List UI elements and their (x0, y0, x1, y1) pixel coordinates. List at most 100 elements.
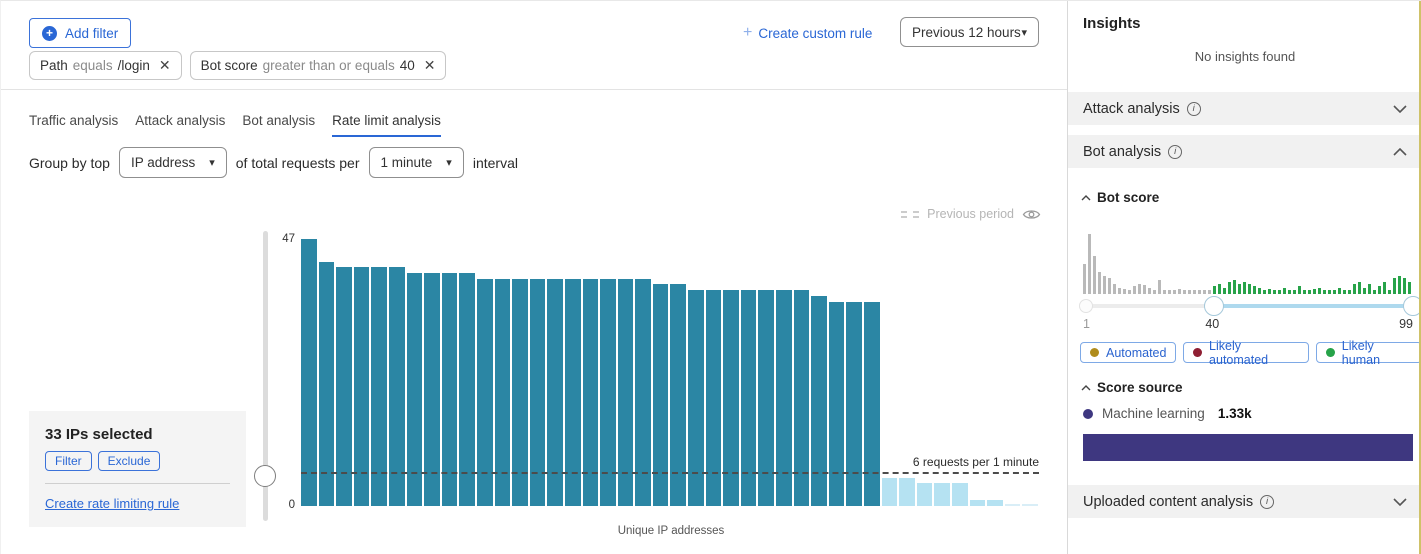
rate-limit-bar-selected[interactable] (776, 290, 792, 506)
rate-limit-bar-selected[interactable] (371, 267, 387, 506)
bot-score-hist-bar (1298, 286, 1301, 294)
rate-limit-bar-selected[interactable] (740, 290, 757, 506)
rate-limit-bar-selected[interactable] (811, 295, 827, 506)
slider-left-cap (1079, 299, 1093, 313)
tab-rate-limit-analysis[interactable]: Rate limit analysis (332, 113, 441, 137)
previous-period-legend[interactable]: Previous period (869, 207, 1041, 221)
rate-limit-bar-selected[interactable] (828, 301, 845, 506)
bot-category-badge-automated[interactable]: Automated (1080, 342, 1177, 363)
insights-title: Insights (1083, 15, 1141, 32)
create-custom-rule-label: Create custom rule (758, 25, 873, 41)
rate-limit-bar-below-threshold[interactable] (899, 477, 915, 506)
badge-label: Likely automated (1209, 338, 1269, 367)
rate-limit-bar-selected[interactable] (476, 278, 493, 506)
bot-category-badges: Automated Likely automated Likely human (1080, 339, 1421, 367)
rate-limit-bar-selected[interactable] (459, 273, 475, 506)
rate-limit-bar-selected[interactable] (301, 239, 317, 506)
chevron-down-icon[interactable] (1393, 497, 1407, 506)
rate-limit-bar-selected[interactable] (846, 301, 862, 506)
rate-limit-bar-selected[interactable] (723, 290, 739, 506)
rate-limit-bar-below-threshold[interactable] (969, 500, 986, 506)
rate-limit-bar-selected[interactable] (793, 290, 810, 506)
slider-lower-label: 40 (1205, 317, 1220, 331)
create-custom-rule-link[interactable]: + Create custom rule (743, 25, 872, 41)
info-icon[interactable]: i (1260, 494, 1275, 509)
rate-limit-bar-selected[interactable] (600, 278, 616, 506)
bot-category-badge-likely-human[interactable]: Likely human (1316, 339, 1421, 367)
chevron-up-icon[interactable] (1393, 147, 1407, 156)
exclude-button[interactable]: Exclude (97, 451, 161, 471)
rate-limit-bar-selected[interactable] (318, 261, 335, 506)
rate-limit-bar-selected[interactable] (512, 278, 528, 506)
rate-limit-bar-below-threshold[interactable] (934, 483, 950, 506)
rate-limit-bar-selected[interactable] (705, 290, 722, 506)
remove-filter-icon[interactable]: ✕ (423, 57, 436, 73)
rate-limit-bar-trace[interactable] (1022, 504, 1038, 506)
threshold-slider-handle[interactable] (254, 465, 276, 487)
bot-score-hist-bar (1403, 278, 1406, 294)
rate-limit-bar-selected[interactable] (406, 273, 423, 506)
rate-limit-bar-selected[interactable] (547, 278, 563, 506)
rate-limit-bar-selected[interactable] (353, 267, 370, 506)
rate-limit-bar-trace[interactable] (1004, 504, 1021, 506)
tab-traffic-analysis[interactable]: Traffic analysis (29, 113, 119, 128)
score-source-toggle[interactable]: Score source (1081, 380, 1421, 395)
bot-score-hist-bar (1178, 289, 1181, 294)
bot-score-hist-bar (1123, 289, 1126, 294)
rate-limit-bar-selected[interactable] (529, 278, 546, 506)
score-source-bar[interactable] (1083, 434, 1413, 461)
interval-select[interactable]: 1 minute ▾ (368, 147, 464, 178)
attack-analysis-section-header[interactable]: Attack analysis i (1068, 92, 1421, 125)
group-by-controls: Group by top IP address ▾ of total reque… (29, 147, 518, 178)
rate-limit-bar-selected[interactable] (564, 278, 581, 506)
chip-value: 40 (399, 58, 415, 73)
bot-score-hist-bar (1293, 290, 1296, 294)
threshold-label: 6 requests per 1 minute (912, 455, 1039, 469)
rate-limit-bar-selected[interactable] (424, 273, 440, 506)
rate-limit-bar-selected[interactable] (617, 278, 634, 506)
category-dot-icon (1326, 348, 1335, 357)
rate-limit-bar-selected[interactable] (652, 284, 669, 506)
bot-category-badge-likely-automated[interactable]: Likely automated (1183, 339, 1310, 367)
rate-limit-bar-below-threshold[interactable] (987, 500, 1003, 506)
group-by-suffix: interval (472, 154, 518, 171)
threshold-slider-track[interactable] (263, 231, 268, 521)
filter-button[interactable]: Filter (45, 451, 92, 471)
category-dot-icon (1090, 348, 1099, 357)
tab-attack-analysis[interactable]: Attack analysis (135, 113, 226, 128)
rate-limit-bar-selected[interactable] (494, 278, 511, 506)
slider-selected-range[interactable] (1214, 304, 1413, 308)
group-dimension-select[interactable]: IP address ▾ (118, 147, 227, 178)
slider-upper-handle[interactable] (1403, 296, 1421, 316)
slider-lower-handle[interactable] (1204, 296, 1225, 316)
bot-score-toggle[interactable]: Bot score (1081, 190, 1421, 205)
remove-filter-icon[interactable]: ✕ (158, 57, 171, 73)
bot-analysis-section-header[interactable]: Bot analysis i (1068, 135, 1421, 168)
rate-limit-bar-selected[interactable] (582, 278, 599, 506)
rate-limit-bar-selected[interactable] (688, 290, 704, 506)
rate-limit-bar-below-threshold[interactable] (951, 483, 968, 506)
bot-score-hist-bar (1378, 286, 1381, 294)
rate-limit-bar-selected[interactable] (441, 273, 458, 506)
tab-bot-analysis[interactable]: Bot analysis (242, 113, 316, 128)
rate-limit-bar-below-threshold[interactable] (916, 483, 933, 506)
dashed-line-icon (901, 210, 920, 218)
rate-limit-bar-selected[interactable] (336, 267, 352, 506)
create-rate-limiting-rule-link[interactable]: Create rate limiting rule (45, 496, 180, 511)
chevron-down-icon[interactable] (1393, 104, 1407, 113)
filter-chip[interactable]: Bot score greater than or equals 40 ✕ (189, 51, 447, 80)
rate-limit-bar-below-threshold[interactable] (881, 477, 898, 506)
rate-limit-bar-selected[interactable] (758, 290, 775, 506)
insights-sidebar: Insights No insights found Attack analys… (1067, 1, 1421, 554)
rate-limit-bar-selected[interactable] (388, 267, 405, 506)
rate-limit-bar-selected[interactable] (670, 284, 687, 506)
info-icon[interactable]: i (1168, 144, 1183, 159)
rate-limit-bar-selected[interactable] (864, 301, 880, 506)
filter-chip[interactable]: Path equals/login ✕ (29, 51, 182, 80)
time-range-dropdown[interactable]: Previous 12 hours ▾ (900, 17, 1039, 47)
rate-limit-bar-selected[interactable] (635, 278, 651, 506)
uploaded-content-section-header[interactable]: Uploaded content analysis i (1068, 485, 1421, 518)
add-filter-button[interactable]: + Add filter (29, 18, 132, 48)
info-icon[interactable]: i (1186, 101, 1201, 116)
eye-icon[interactable] (1022, 208, 1041, 221)
